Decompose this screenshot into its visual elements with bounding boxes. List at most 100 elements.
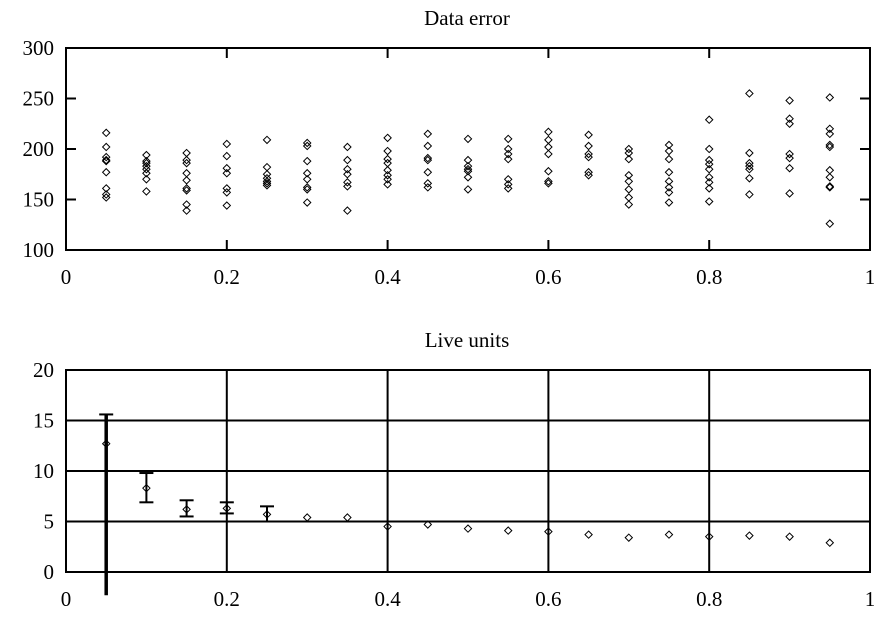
data-point [182,186,191,195]
data-point [584,149,593,159]
data-point [142,174,151,184]
data-point [101,184,111,193]
y-tick-label: 10 [33,459,54,483]
data-point [142,164,151,174]
data-point [463,164,473,174]
data-point [825,183,835,192]
data-point [544,135,553,145]
data-point [182,206,191,215]
data-point [262,177,272,186]
chart-title: Data error [424,6,510,30]
data-point [101,439,111,449]
data-point [825,93,835,102]
data-point [302,183,312,192]
data-point [664,140,674,150]
data-point [624,170,634,180]
data-point [704,532,714,541]
data-point [584,130,593,140]
data-point [423,129,433,139]
data-point [182,184,191,193]
data-point [101,190,111,199]
data-point [302,185,312,194]
data-point [785,119,794,129]
data-point [463,161,473,171]
data-point [825,129,835,139]
data-point [503,180,513,189]
data-point [423,155,433,165]
x-tick-label: 0.6 [535,587,561,611]
data-point [745,164,754,174]
data-point [222,139,232,149]
data-point [463,524,473,533]
data-point [584,141,593,151]
y-tick-label: 5 [44,510,55,534]
data-point [343,182,352,191]
data-point [503,149,513,159]
data-point [222,201,232,210]
data-point [182,148,191,158]
data-point [101,142,111,152]
data-point [383,170,392,180]
data-point [785,163,794,173]
plot-frame [65,369,871,573]
data-point [222,184,232,193]
data-point [503,154,513,164]
data-point [624,148,634,158]
data-point [142,187,151,196]
data-point [423,141,433,151]
data-point [222,151,232,161]
data-point [222,163,232,173]
data-point [302,156,312,166]
data-point [785,96,794,105]
data-point [142,150,151,160]
data-point [544,149,553,159]
data-point [383,174,392,184]
data-point [343,169,352,179]
data-point [624,200,634,209]
data-point [825,172,835,182]
data-point [101,128,111,138]
data-point [825,124,835,134]
x-tick-label: 0.8 [696,587,722,611]
y-tick-label: 250 [23,87,55,111]
data-point [383,133,392,143]
y-tick-label: 20 [33,358,54,382]
data-point [544,142,553,152]
data-point [302,138,312,148]
data-point [664,167,674,177]
data-point [704,144,714,154]
data-point [182,505,191,514]
data-point [343,206,352,215]
data-point [624,533,634,542]
data-point [584,152,593,162]
data-point [142,156,151,166]
data-point [785,149,794,159]
x-tick-label: 1 [865,265,876,289]
data-point [383,154,392,164]
data-point [383,165,392,175]
data-point [182,200,191,209]
chart-data-error: Data error 0 0.2 0.4 0.6 0.8 1 100 150 200 250 300 [23,6,876,289]
y-tick-label: 100 [23,238,55,262]
data-point [704,155,714,165]
data-point [101,193,111,202]
data-point [383,522,392,531]
data-point [704,115,714,125]
data-point [544,179,553,188]
data-point [182,155,191,165]
data-point [222,188,232,197]
data-point [704,164,714,174]
x-tick-label: 1 [865,587,876,611]
data-point [383,180,392,189]
data-point [423,179,433,188]
data-point [584,530,593,539]
y-tick-label: 150 [23,188,55,212]
data-point [544,177,553,186]
data-point [302,141,312,151]
data-point [785,114,794,124]
data-point [745,89,754,98]
data-point [825,182,835,191]
data-point [463,172,473,182]
data-point [302,513,312,522]
data-point [182,158,191,168]
